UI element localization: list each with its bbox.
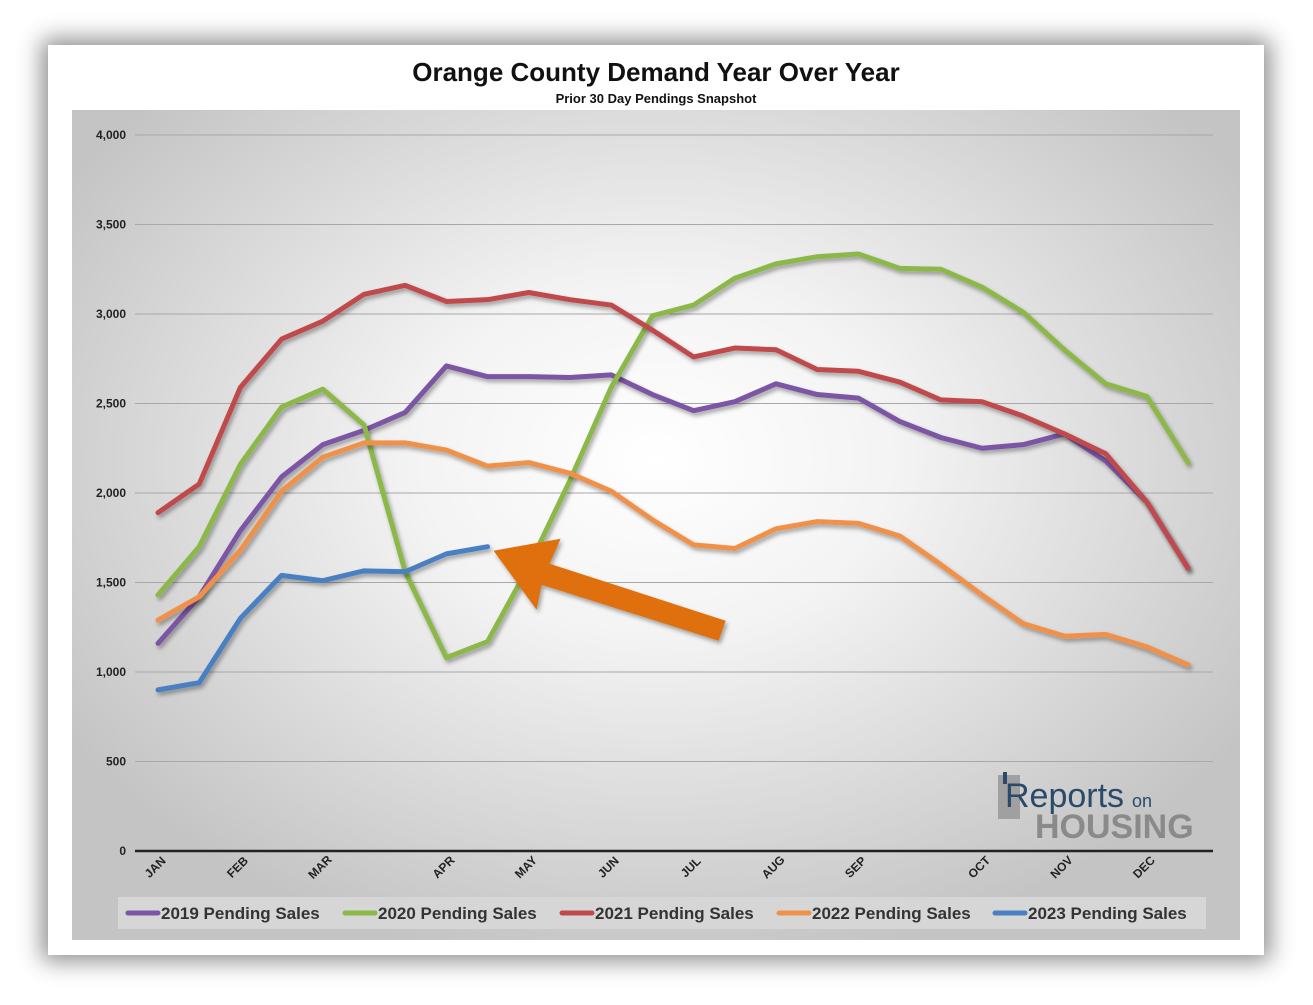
series-line-2023 (155, 544, 491, 693)
legend-label: 2019 Pending Sales (161, 904, 320, 923)
logo-text-reports: Reports (1005, 777, 1124, 815)
series-line-2020 (155, 251, 1191, 661)
chart-card: Orange County Demand Year Over Year Prio… (48, 45, 1264, 955)
x-tick-label: JUN (595, 854, 622, 881)
legend-item: 2022 Pending Sales (776, 904, 971, 923)
x-tick-label: JAN (142, 854, 169, 881)
legend-item: 2021 Pending Sales (559, 904, 754, 923)
logo-mark-bar-icon (1003, 772, 1007, 784)
legend-label: 2020 Pending Sales (378, 904, 537, 923)
x-tick-label: APR (430, 853, 458, 881)
legend-label: 2023 Pending Sales (1028, 904, 1187, 923)
y-tick-label: 1,500 (96, 576, 126, 590)
logo-mark-icon (998, 775, 1020, 819)
series-line-2021 (155, 282, 1191, 571)
y-tick-label: 2,500 (96, 397, 126, 411)
logo-text-housing: HOUSING (1035, 808, 1194, 846)
plot-area (72, 110, 1240, 940)
reports-on-housing-logo: Reports on HOUSING (998, 772, 1194, 846)
x-tick-label: MAR (305, 852, 334, 881)
y-tick-label: 0 (119, 844, 126, 858)
x-tick-label: AUG (759, 853, 788, 882)
legend-item: 2020 Pending Sales (342, 904, 537, 923)
y-tick-label: 1,000 (96, 665, 126, 679)
x-tick-label: OCT (965, 853, 993, 881)
x-tick-label: JUL (678, 854, 704, 880)
y-tick-label: 3,500 (96, 218, 126, 232)
y-tick-label: 2,000 (96, 486, 126, 500)
legend-item: 2019 Pending Sales (125, 904, 320, 923)
y-tick-label: 4,000 (96, 128, 126, 142)
annotation-arrow-icon (493, 538, 726, 641)
x-tick-label: NOV (1047, 853, 1075, 881)
y-tick-label: 500 (106, 755, 126, 769)
chart-subtitle: Prior 30 Day Pendings Snapshot (555, 91, 757, 106)
chart-title: Orange County Demand Year Over Year (412, 57, 900, 87)
legend-label: 2021 Pending Sales (595, 904, 754, 923)
series-line-2019 (155, 363, 1191, 646)
legend-item: 2023 Pending Sales (992, 904, 1187, 923)
x-tick-label: FEB (224, 854, 251, 881)
series-line-2022 (155, 440, 1191, 668)
x-tick-label: MAY (512, 853, 540, 881)
logo-text-on: on (1132, 791, 1152, 811)
x-tick-label: SEP (842, 854, 869, 881)
x-tick-label: DEC (1130, 853, 1158, 881)
y-tick-label: 3,000 (96, 307, 126, 321)
legend-label: 2022 Pending Sales (812, 904, 971, 923)
